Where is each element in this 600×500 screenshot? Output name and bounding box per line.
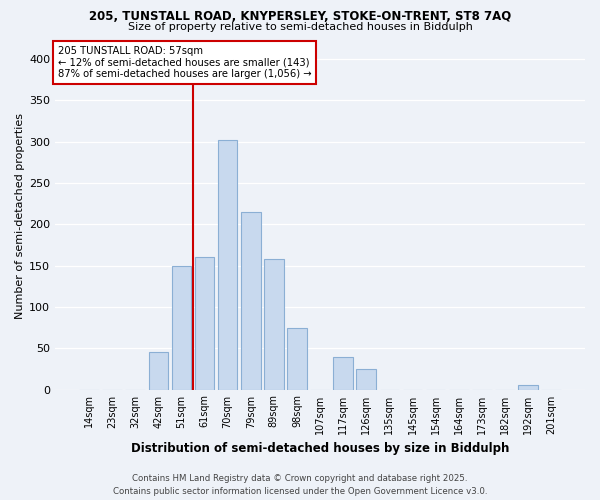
Bar	[149, 352, 168, 390]
Y-axis label: Number of semi-detached properties: Number of semi-detached properties	[15, 113, 25, 319]
X-axis label: Distribution of semi-detached houses by size in Biddulph: Distribution of semi-detached houses by …	[131, 442, 509, 455]
Text: 205 TUNSTALL ROAD: 57sqm
← 12% of semi-detached houses are smaller (143)
87% of : 205 TUNSTALL ROAD: 57sqm ← 12% of semi-d…	[58, 46, 311, 79]
Text: Size of property relative to semi-detached houses in Biddulph: Size of property relative to semi-detach…	[128, 22, 472, 32]
Text: 205, TUNSTALL ROAD, KNYPERSLEY, STOKE-ON-TRENT, ST8 7AQ: 205, TUNSTALL ROAD, KNYPERSLEY, STOKE-ON…	[89, 10, 511, 23]
Bar	[356, 369, 376, 390]
Bar	[195, 258, 214, 390]
Bar	[264, 259, 284, 390]
Bar	[241, 212, 260, 390]
Bar	[518, 386, 538, 390]
Bar	[172, 266, 191, 390]
Bar	[218, 140, 238, 390]
Text: Contains HM Land Registry data © Crown copyright and database right 2025.
Contai: Contains HM Land Registry data © Crown c…	[113, 474, 487, 496]
Bar	[287, 328, 307, 390]
Bar	[334, 356, 353, 390]
